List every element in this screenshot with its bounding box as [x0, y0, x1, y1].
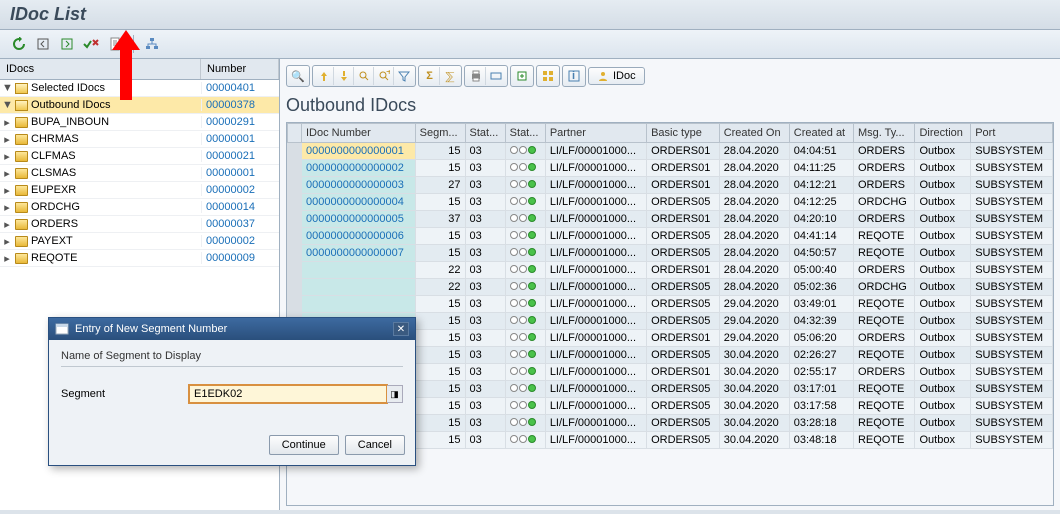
dialog-buttons: Continue Cancel	[49, 429, 415, 465]
sort-desc-icon[interactable]	[334, 67, 354, 85]
table-row[interactable]: 00000000000000041503LI/LF/00001000...ORD…	[288, 194, 1053, 211]
back-icon[interactable]	[34, 35, 52, 53]
close-icon[interactable]: ✕	[393, 322, 409, 336]
idoc-button-label: IDoc	[613, 70, 636, 82]
status-light-icon	[510, 248, 536, 256]
layout-icon[interactable]	[538, 67, 558, 85]
tree-header: IDocs Number	[0, 59, 279, 80]
dialog-divider	[61, 366, 403, 367]
sum-icon[interactable]: Σ	[420, 67, 440, 85]
segment-dialog: Entry of New Segment Number ✕ Name of Se…	[48, 317, 416, 466]
status-light-icon	[510, 333, 536, 341]
details-icon[interactable]: 🔍	[288, 67, 308, 85]
status-light-icon	[510, 163, 536, 171]
status-light-icon	[510, 265, 536, 273]
tree-selected-idocs[interactable]: ▼Selected IDocs00000401	[0, 80, 279, 97]
svg-text:i: i	[572, 70, 575, 82]
status-light-icon	[510, 282, 536, 290]
status-light-icon	[510, 146, 536, 154]
table-row[interactable]: 00000000000000011503LI/LF/00001000...ORD…	[288, 143, 1053, 160]
check-cancel-icon[interactable]	[82, 35, 100, 53]
hierarchy-icon[interactable]	[143, 35, 161, 53]
table-row[interactable]: 2203LI/LF/00001000...ORDERS0128.04.20200…	[288, 262, 1053, 279]
status-light-icon	[510, 350, 536, 358]
find-next-icon[interactable]: +	[374, 67, 394, 85]
table-row[interactable]: 00000000000000021503LI/LF/00001000...ORD…	[288, 160, 1053, 177]
document-icon[interactable]	[106, 35, 124, 53]
status-light-icon	[510, 180, 536, 188]
status-light-icon	[510, 214, 536, 222]
svg-text:+: +	[386, 70, 390, 78]
table-row[interactable]: 00000000000000061503LI/LF/00001000...ORD…	[288, 228, 1053, 245]
tree-payext[interactable]: ▸PAYEXT00000002	[0, 233, 279, 250]
subtotal-icon[interactable]: ⅀	[440, 67, 460, 85]
col-header[interactable]: IDoc Number	[302, 124, 416, 143]
table-row[interactable]: 00000000000000071503LI/LF/00001000...ORD…	[288, 245, 1053, 262]
tree-header-number: Number	[201, 59, 279, 79]
tree-header-idocs: IDocs	[0, 59, 201, 79]
tree-orders[interactable]: ▸ORDERS00000037	[0, 216, 279, 233]
tree-clsmas[interactable]: ▸CLSMAS00000001	[0, 165, 279, 182]
tree-chrmas[interactable]: ▸CHRMAS00000001	[0, 131, 279, 148]
tree-ordchg[interactable]: ▸ORDCHG00000014	[0, 199, 279, 216]
col-header[interactable]: Stat...	[505, 124, 545, 143]
dialog-subtitle: Name of Segment to Display	[61, 350, 403, 362]
person-icon	[597, 70, 609, 82]
status-light-icon	[510, 231, 536, 239]
segment-label: Segment	[61, 388, 181, 400]
col-header[interactable]: Msg. Ty...	[853, 124, 915, 143]
export-icon[interactable]	[512, 67, 532, 85]
col-header[interactable]: Created at	[789, 124, 853, 143]
segment-field-row: Segment ◨	[61, 385, 403, 403]
col-header[interactable]: Created On	[719, 124, 789, 143]
table-row[interactable]: 2203LI/LF/00001000...ORDERS0528.04.20200…	[288, 279, 1053, 296]
tree-clfmas[interactable]: ▸CLFMAS00000021	[0, 148, 279, 165]
col-header[interactable]: Port	[971, 124, 1053, 143]
status-light-icon	[510, 367, 536, 375]
status-light-icon	[510, 299, 536, 307]
print-icon[interactable]	[466, 67, 486, 85]
continue-button[interactable]: Continue	[269, 435, 339, 455]
cancel-button[interactable]: Cancel	[345, 435, 405, 455]
f4-help-icon[interactable]: ◨	[387, 385, 403, 403]
dialog-title-text: Entry of New Segment Number	[75, 323, 227, 335]
refresh-icon[interactable]	[10, 35, 28, 53]
status-light-icon	[510, 384, 536, 392]
status-light-icon	[510, 316, 536, 324]
toolbar-separator	[133, 35, 134, 53]
segment-input[interactable]	[189, 385, 387, 403]
grid-toolbar: 🔍 + Σ ⅀ i	[286, 63, 1054, 93]
sort-asc-icon[interactable]	[314, 67, 334, 85]
dialog-icon	[55, 323, 69, 335]
col-header[interactable]: Stat...	[465, 124, 505, 143]
table-row[interactable]: 00000000000000053703LI/LF/00001000...ORD…	[288, 211, 1053, 228]
tree-eupexr[interactable]: ▸EUPEXR00000002	[0, 182, 279, 199]
tree-outbound-idocs[interactable]: ▼Outbound IDocs00000378	[0, 97, 279, 114]
find-icon[interactable]	[354, 67, 374, 85]
filter-icon[interactable]	[394, 67, 414, 85]
dialog-body: Name of Segment to Display Segment ◨	[49, 340, 415, 429]
col-header[interactable]: Segm...	[415, 124, 465, 143]
title-bar: IDoc List	[0, 0, 1060, 30]
section-title: Outbound IDocs	[286, 93, 1054, 122]
tree-reqote[interactable]: ▸REQOTE00000009	[0, 250, 279, 267]
status-light-icon	[510, 435, 536, 443]
table-row[interactable]: 1503LI/LF/00001000...ORDERS0529.04.20200…	[288, 296, 1053, 313]
table-row[interactable]: 00000000000000032703LI/LF/00001000...ORD…	[288, 177, 1053, 194]
page-title: IDoc List	[10, 4, 1050, 25]
dialog-titlebar[interactable]: Entry of New Segment Number ✕	[49, 318, 415, 340]
status-light-icon	[510, 418, 536, 426]
info-icon[interactable]: i	[564, 67, 584, 85]
app-toolbar	[0, 30, 1060, 59]
col-header[interactable]: Basic type	[647, 124, 720, 143]
forward-icon[interactable]	[58, 35, 76, 53]
col-header[interactable]: Partner	[545, 124, 646, 143]
view-icon[interactable]	[486, 67, 506, 85]
tree-bupa[interactable]: ▸BUPA_INBOUN00000291	[0, 114, 279, 131]
col-header[interactable]: Direction	[915, 124, 971, 143]
status-light-icon	[510, 401, 536, 409]
status-light-icon	[510, 197, 536, 205]
idoc-button[interactable]: IDoc	[588, 67, 645, 85]
